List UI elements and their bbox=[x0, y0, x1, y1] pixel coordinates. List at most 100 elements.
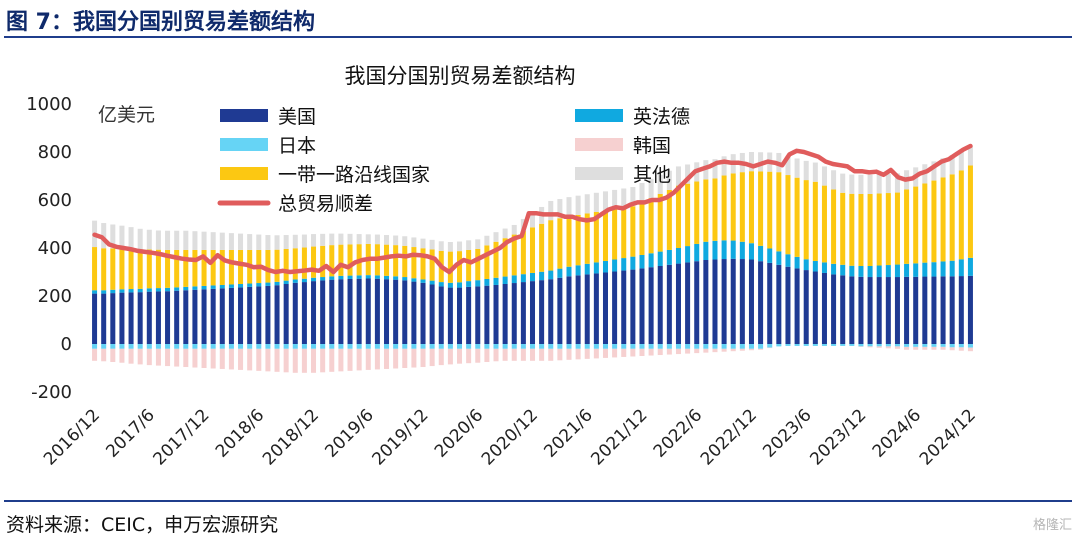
bar-us bbox=[247, 286, 253, 344]
bar-us bbox=[748, 259, 754, 344]
bar-eu bbox=[666, 249, 672, 265]
bar-korea bbox=[338, 348, 344, 372]
bar-us bbox=[548, 279, 554, 344]
y-tick-label: 800 bbox=[38, 142, 72, 163]
bar-us bbox=[648, 267, 654, 344]
x-tick-label: 2019/12 bbox=[368, 405, 432, 469]
y-tick-label: 400 bbox=[38, 238, 72, 259]
bar-japan bbox=[958, 344, 964, 348]
bar-other bbox=[721, 156, 727, 176]
bar-bri bbox=[940, 177, 946, 262]
bar-other bbox=[511, 224, 517, 235]
bar-other bbox=[785, 155, 791, 176]
bar-eu bbox=[849, 265, 855, 277]
bar-bri bbox=[913, 186, 919, 264]
bar-us bbox=[794, 268, 800, 344]
bar-eu bbox=[904, 263, 910, 277]
bar-bri bbox=[666, 189, 672, 250]
bar-japan bbox=[411, 344, 417, 349]
bar-us bbox=[703, 260, 709, 344]
bottom-divider bbox=[4, 500, 1072, 502]
bar-korea bbox=[694, 348, 700, 354]
bar-japan bbox=[438, 344, 444, 349]
y-tick-label: 0 bbox=[61, 334, 72, 355]
bar-korea bbox=[256, 348, 262, 371]
bar-japan bbox=[949, 344, 955, 348]
bar-japan bbox=[803, 344, 809, 346]
bar-eu bbox=[940, 261, 946, 277]
bar-eu bbox=[466, 281, 472, 287]
bar-other bbox=[320, 233, 326, 246]
x-axis: 2016/122017/62017/122018/62018/122019/62… bbox=[40, 405, 980, 469]
bar-bri bbox=[739, 172, 745, 242]
bar-japan bbox=[712, 344, 718, 349]
bar-us bbox=[320, 280, 326, 344]
x-tick-label: 2024/12 bbox=[916, 405, 980, 469]
unit-label: 亿美元 bbox=[98, 104, 155, 126]
bar-bri bbox=[447, 251, 453, 283]
bar-japan bbox=[511, 344, 517, 349]
x-tick-label: 2020/12 bbox=[478, 405, 542, 469]
bar-other bbox=[840, 173, 846, 193]
bar-eu bbox=[219, 284, 225, 289]
bar-us bbox=[137, 292, 143, 344]
bar-korea bbox=[228, 348, 234, 370]
bar-us bbox=[675, 263, 681, 344]
bar-eu bbox=[858, 266, 864, 277]
bar-bri bbox=[648, 198, 654, 254]
bar-korea bbox=[210, 348, 216, 369]
bar-bri bbox=[712, 178, 718, 241]
bar-us bbox=[475, 286, 481, 344]
legend-label-us: 美国 bbox=[278, 106, 316, 128]
bar-other bbox=[283, 235, 289, 249]
bar-us bbox=[876, 277, 882, 344]
bar-other bbox=[119, 225, 125, 249]
bar-japan bbox=[785, 344, 791, 346]
bar-eu bbox=[931, 262, 937, 277]
bar-japan bbox=[758, 344, 764, 349]
bar-japan bbox=[247, 344, 253, 349]
bar-bri bbox=[283, 248, 289, 281]
bar-other bbox=[602, 191, 608, 211]
bar-eu bbox=[393, 276, 399, 280]
bar-korea bbox=[119, 348, 125, 363]
bar-other bbox=[557, 199, 563, 219]
bar-japan bbox=[894, 344, 900, 347]
bar-other bbox=[821, 166, 827, 186]
bar-bri bbox=[548, 220, 554, 271]
bar-other bbox=[794, 158, 800, 178]
bar-korea bbox=[219, 348, 225, 369]
bar-us bbox=[557, 277, 563, 344]
bar-korea bbox=[721, 348, 727, 352]
bar-bri bbox=[785, 175, 791, 255]
bar-japan bbox=[739, 344, 745, 349]
bar-other bbox=[675, 166, 681, 186]
bar-eu bbox=[265, 282, 271, 286]
bar-other bbox=[630, 187, 636, 207]
bar-eu bbox=[292, 279, 298, 283]
bar-other bbox=[475, 239, 481, 249]
bar-japan bbox=[575, 344, 581, 349]
bar-bri bbox=[420, 248, 426, 280]
bar-other bbox=[612, 189, 618, 210]
bar-bri bbox=[520, 230, 526, 275]
bar-japan bbox=[767, 344, 773, 348]
bar-korea bbox=[685, 348, 691, 354]
bar-japan bbox=[320, 344, 326, 349]
bar-us bbox=[931, 276, 937, 344]
bar-bri bbox=[758, 171, 764, 246]
legend-label-other: 其他 bbox=[633, 164, 671, 186]
bar-bri bbox=[128, 248, 134, 290]
bar-eu bbox=[311, 277, 317, 282]
bar-us bbox=[940, 276, 946, 344]
bar-eu bbox=[429, 280, 435, 285]
bar-us bbox=[219, 288, 225, 344]
bar-eu bbox=[511, 275, 517, 284]
bar-bri bbox=[794, 177, 800, 257]
bar-us bbox=[466, 286, 472, 344]
bar-other bbox=[867, 174, 873, 194]
bar-eu bbox=[210, 285, 216, 289]
bar-bri bbox=[694, 181, 700, 244]
bar-japan bbox=[466, 344, 472, 349]
bar-bri bbox=[621, 207, 627, 259]
